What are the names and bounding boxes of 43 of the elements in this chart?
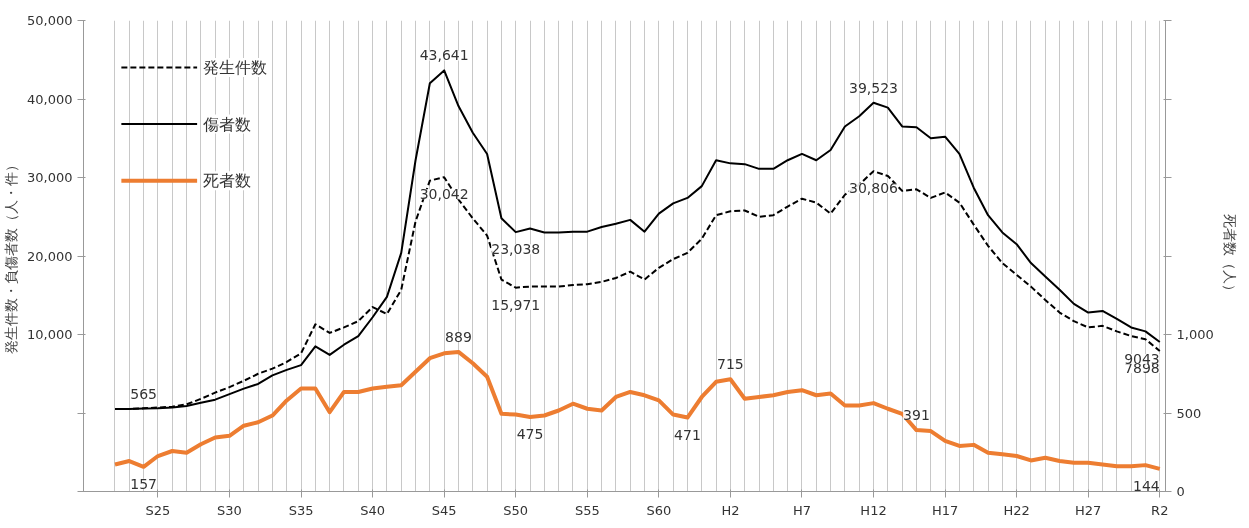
data-label: 23,038: [491, 241, 541, 258]
y-tick-label: 20,000: [27, 248, 73, 264]
data-label: 30,806: [849, 180, 899, 197]
y-tick-label: 40,000: [27, 91, 73, 107]
y2-axis-title: 死者数（人）: [1221, 214, 1238, 298]
x-tick-label: S35: [288, 502, 314, 518]
y-tick-label: 10,000: [27, 327, 73, 342]
data-label: 30,042: [419, 186, 469, 203]
x-tick-label: S50: [503, 502, 529, 518]
data-label: 471: [674, 426, 701, 443]
data-label: 144: [1133, 477, 1160, 494]
x-tick-label: H2: [721, 502, 740, 518]
data-label: 475: [516, 425, 544, 442]
data-label: 715: [717, 356, 744, 373]
x-tick-label: H12: [860, 502, 887, 518]
y-tick-label: 30,000: [27, 170, 73, 185]
x-tick-label: S40: [360, 502, 386, 518]
x-tick-label: H7: [792, 502, 811, 518]
x-tick-label: H17: [931, 502, 959, 518]
y2-tick-label: 1,000: [1176, 327, 1214, 342]
data-label: 391: [903, 407, 930, 424]
legend-label: 傷者数: [201, 114, 251, 134]
x-tick-label: S30: [217, 502, 242, 518]
y-tick-label: 50,000: [27, 13, 73, 28]
line-series: [112, 349, 1162, 471]
x-tick-label: S55: [574, 502, 600, 518]
data-label: 565: [130, 385, 157, 402]
x-tick-label: H22: [1003, 502, 1030, 518]
data-label: 39,523: [849, 79, 899, 96]
legend-label: 発生件数: [202, 58, 267, 78]
data-label: 15,971: [491, 296, 541, 313]
x-tick-label: R2: [1151, 502, 1169, 518]
data-label: 157: [130, 475, 157, 492]
y-axis-title: 発生件数・負傷者数（人・件）: [3, 158, 20, 354]
y2-tick-label: 0: [1176, 484, 1185, 499]
data-label: 889: [445, 328, 472, 345]
x-tick-label: S25: [145, 502, 171, 518]
x-tick-label: S60: [646, 502, 672, 518]
y2-tick-label: 500: [1176, 405, 1202, 421]
data-label: 43,641: [419, 47, 469, 64]
x-tick-label: H27: [1075, 502, 1102, 518]
legend-label: 死者数: [202, 171, 251, 191]
x-tick-label: S45: [431, 502, 457, 518]
